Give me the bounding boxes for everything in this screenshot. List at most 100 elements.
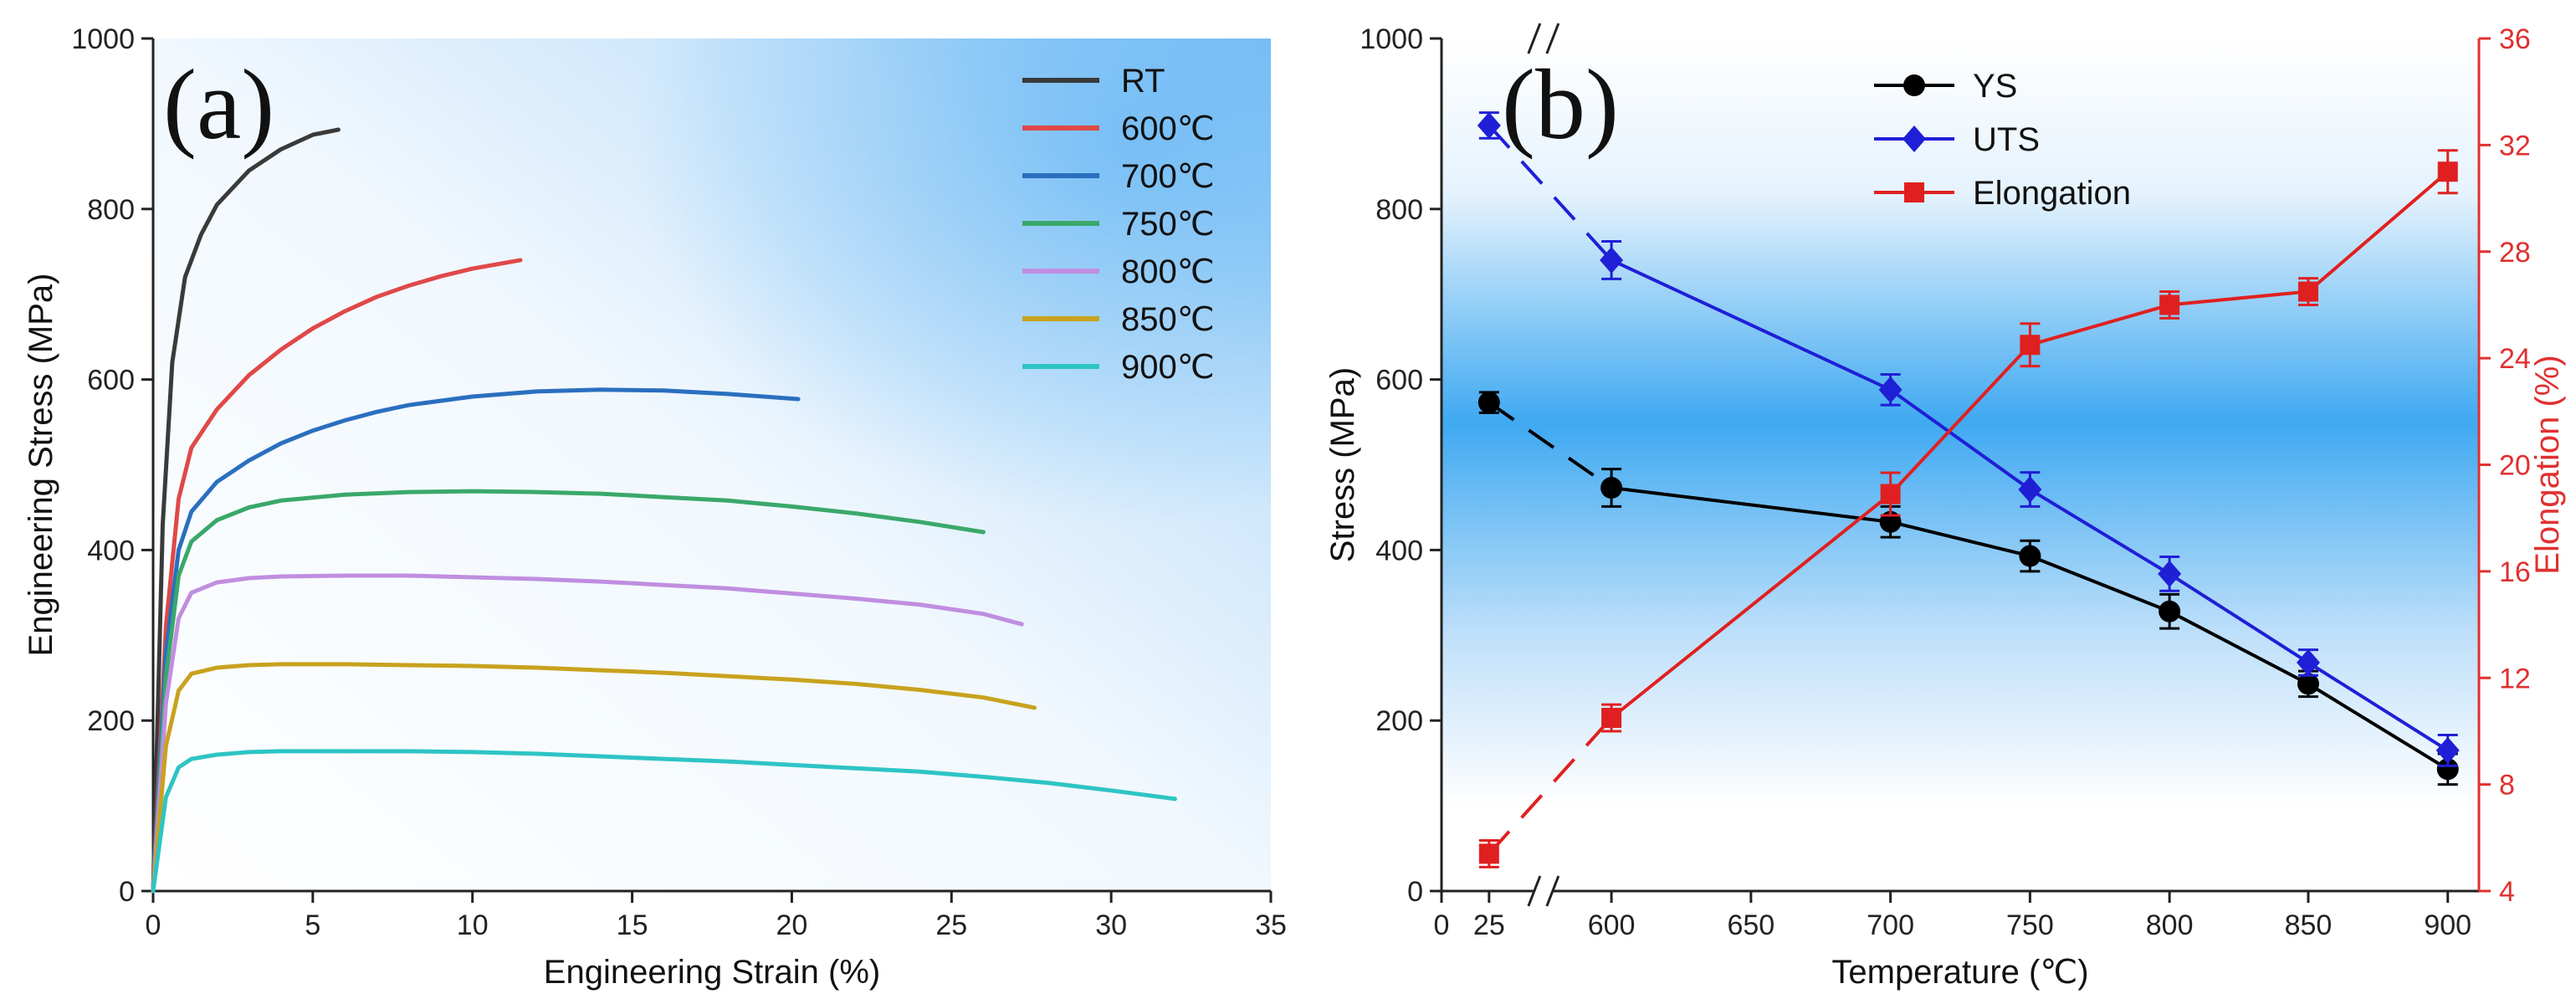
legend-label-2: 600℃ [1121,110,1215,147]
x-tick-label: 20 [776,909,808,941]
series-line-7 [151,749,1177,894]
series-line-4 [151,489,986,894]
marker-ys-2 [1600,477,1623,499]
series-line-2 [1611,259,2449,752]
right-y-axis-label: Elongation (%) [2529,355,2566,574]
legend-label-7: 900℃ [1121,349,1215,386]
marker-uts-7 [2435,736,2460,764]
plot-background-glow [153,38,1271,891]
series-line-6 [151,662,1037,894]
marker-elongation-2 [1601,708,1622,729]
x-tick-label: 750 [2006,909,2054,941]
right-y-tick-label: 8 [2499,770,2515,802]
panel-label: (b) [1502,49,1619,160]
y-tick-label: 600 [87,365,135,397]
x-tick-label: 25 [935,909,967,941]
x-tick-label: 35 [1255,909,1287,941]
y-axis-label: Engineering Stress (MPa) [23,274,59,657]
marker-ys-4 [2019,545,2041,567]
marker-elongation-3 [1880,484,1901,505]
y-tick-label: 1000 [1360,23,1423,55]
right-y-tick-label: 20 [2499,450,2531,482]
x-tick-label: 700 [1867,909,1914,941]
series-line-dashed-3 [1488,716,1613,855]
x-tick-label: 0 [1434,909,1450,941]
series-line-dashed-1 [1488,401,1613,489]
y-tick-label: 400 [1375,535,1423,566]
marker-ys-7 [2436,758,2459,781]
marker-ys-1 [1477,392,1500,414]
legend-label-2: UTS [1973,121,2040,158]
x-tick-label: 5 [305,909,320,941]
series-line-3 [1610,170,2450,720]
marker-ys-6 [2297,673,2319,695]
marker-uts-2 [1600,246,1624,274]
legend-label-1: RT [1121,63,1165,100]
right-y-tick-label: 16 [2499,556,2531,588]
marker-uts-legend [1903,126,1926,152]
right-y-tick-label: 24 [2499,343,2531,375]
x-axis-break-mark [1527,875,1542,907]
y-tick-label: 600 [1375,365,1423,397]
marker-uts-3 [1878,376,1903,403]
marker-elongation-5 [2159,295,2180,315]
series-line-3 [151,387,801,894]
legend-label-1: YS [1973,68,2017,105]
right-y-tick-label: 12 [2499,663,2531,694]
top-break-gap [1533,35,1554,45]
x-tick-label: 600 [1588,909,1636,941]
top-break-mark [1545,23,1560,54]
marker-elongation-legend [1904,182,1924,202]
legend-label-5: 800℃ [1121,254,1215,290]
x-tick-label: 900 [2424,909,2471,941]
series-line-5 [151,573,1024,894]
y-tick-label: 200 [87,705,135,737]
y-tick-label: 1000 [71,23,135,55]
x-axis-label: Temperature (℃) [1831,954,2088,991]
right-y-tick-label: 28 [2499,237,2531,269]
marker-elongation-1 [1478,843,1499,864]
y-tick-label: 200 [1375,705,1423,737]
marker-elongation-4 [2020,335,2041,356]
panel-a: 0 5 10 15 20 25 30 35 0 200 400 600 800 1000 Engineeri… [23,23,1287,991]
legend-label-3: Elongation [1973,175,2131,212]
x-axis-break-gap [1533,876,1554,906]
series-line-1 [1611,486,2449,771]
x-tick-label: 650 [1727,909,1775,941]
panel-b: 0 25 600 650 700 750 800 850 900 0 200 400 600 800 100… [1324,23,2566,991]
marker-uts-1 [1477,111,1501,139]
top-break-mark [1527,23,1542,54]
marker-uts-4 [2018,476,2042,504]
x-tick-label: 15 [617,909,648,941]
legend-label-3: 700℃ [1121,158,1215,195]
x-tick-label: 800 [2146,909,2194,941]
marker-uts-5 [2158,560,2182,587]
x-tick-label: 25 [1473,909,1505,941]
x-tick-label: 10 [457,909,489,941]
y-tick-label: 800 [87,194,135,226]
right-y-tick-label: 4 [2499,876,2515,908]
panel-label: (a) [163,49,274,160]
y-tick-label: 800 [1375,194,1423,226]
plot-background [1442,38,2479,891]
y-tick-label: 0 [119,876,135,908]
legend-label-6: 850℃ [1121,301,1215,338]
x-tick-label: 850 [2285,909,2333,941]
marker-elongation-7 [2437,161,2458,182]
y-tick-label: 0 [1407,876,1423,908]
legend-label-4: 750℃ [1121,206,1215,243]
series-line-dashed-2 [1488,124,1613,262]
marker-uts-6 [2296,648,2320,676]
marker-ys-5 [2159,600,2181,622]
y-axis-label: Stress (MPa) [1324,367,1361,562]
right-y-tick-label: 36 [2499,23,2531,55]
x-tick-label: 0 [146,909,161,941]
series-line-1 [151,127,341,894]
right-y-tick-label: 32 [2499,130,2531,161]
y-tick-label: 400 [87,535,135,566]
x-axis-break-mark [1545,875,1560,907]
marker-ys-legend [1903,74,1925,96]
series-line-2 [151,258,523,894]
marker-elongation-6 [2297,281,2318,302]
